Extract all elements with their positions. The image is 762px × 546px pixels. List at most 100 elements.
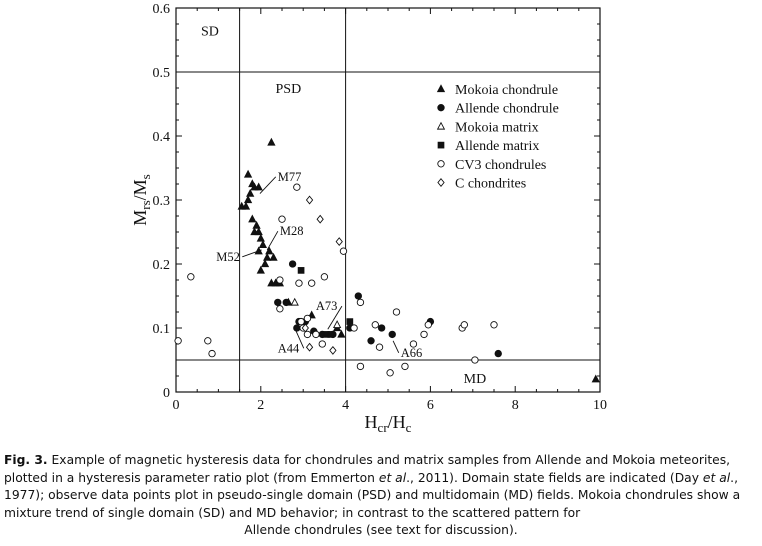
point-cv3-chondrules <box>204 337 212 345</box>
caption-etal-2: et al <box>702 470 731 485</box>
point-cv3-chondrules <box>276 305 284 313</box>
y-tick-label: 0.1 <box>153 322 171 337</box>
point-mokoia-chondrule <box>267 137 276 146</box>
point-mokoia-chondrule <box>248 214 257 223</box>
point-c-chondrites <box>329 345 337 355</box>
region-label-psd: PSD <box>276 82 302 97</box>
caption-etal-1: et al <box>378 470 407 485</box>
point-mokoia-chondrule <box>260 259 270 268</box>
point-cv3-chondrules <box>312 330 320 339</box>
axis-labels: Hcr/Hc Mrs/Ms <box>130 174 412 435</box>
point-mokoia-matrix <box>332 320 342 328</box>
point-mokoia-chondrule <box>254 246 263 255</box>
caption-label: Fig. 3. <box>4 453 48 467</box>
point-cv3-chondrules <box>460 321 468 329</box>
point-mokoia-chondrule <box>256 265 265 274</box>
point-cv3-chondrules <box>420 330 428 339</box>
annotation-leader-m77 <box>259 176 277 194</box>
point-mokoia-chondrule <box>337 329 346 338</box>
point-c-chondrites <box>305 195 314 205</box>
point-cv3-chondrules <box>386 369 394 377</box>
point-cv3-chondrules <box>307 279 316 287</box>
point-mokoia-chondrule <box>248 179 257 188</box>
point-cv3-chondrules <box>339 247 348 255</box>
point-cv3-chondrules <box>303 314 312 323</box>
legend-marker-cv3-chondrules <box>437 160 445 168</box>
legend-marker-allende-chondrule <box>437 104 445 112</box>
annotation-leader-a73 <box>327 305 343 330</box>
point-allende-matrix <box>297 267 305 274</box>
point-cv3-chondrules <box>295 279 303 287</box>
x-tick-label: 4 <box>342 398 349 413</box>
x-tick-label: 6 <box>427 398 434 413</box>
axis-ticks <box>175 7 601 393</box>
y-tick-label: 0.2 <box>153 258 171 273</box>
legend-marker-allende-matrix <box>437 141 445 149</box>
annotation-label-a66: A66 <box>401 346 423 360</box>
point-cv3-chondrules <box>401 362 409 371</box>
point-mokoia-chondrule <box>254 182 263 191</box>
point-cv3-chondrules <box>187 273 195 281</box>
y-tick-label: 0 <box>163 386 170 401</box>
y-tick-label: 0.4 <box>153 130 171 145</box>
x-tick-label: 8 <box>512 398 519 413</box>
annotation-leader-a66 <box>392 340 400 353</box>
point-allende-chondrule <box>494 349 502 358</box>
point-cv3-chondrules <box>174 337 182 345</box>
x-tick-label: 2 <box>257 398 264 413</box>
y-axis-label: Mrs/Ms <box>130 174 153 226</box>
point-cv3-chondrules <box>471 356 479 364</box>
point-allende-chondrule <box>354 292 362 300</box>
legend-marker-c-chondrites <box>437 178 445 187</box>
point-cv3-chondrules <box>297 317 305 326</box>
legend: Mokoia chondrule Allende chondrule Mokoia … <box>436 83 559 192</box>
point-allende-chondrule <box>293 324 301 332</box>
point-c-chondrites <box>301 323 309 333</box>
legend-label-allende-chondrule: Allende chondrule <box>455 102 559 117</box>
point-c-chondrites <box>335 237 343 247</box>
x-axis-label: Hcr/Hc <box>365 412 412 435</box>
point-c-chondrites <box>305 342 314 352</box>
point-allende-matrix <box>346 318 354 325</box>
annotation-label-a73: A73 <box>316 299 338 313</box>
point-allende-chondrule <box>388 330 396 339</box>
point-cv3-chondrules <box>392 308 401 316</box>
y-tick-label: 0.5 <box>153 66 171 81</box>
point-mokoia-chondrule <box>258 240 268 248</box>
y-tick-label: 0.3 <box>153 194 171 209</box>
point-c-chondrites <box>316 214 324 224</box>
domain-lines <box>176 8 600 392</box>
point-mokoia-chondrule <box>256 233 265 242</box>
point-cv3-chondrules <box>371 321 379 329</box>
point-cv3-chondrules <box>350 324 358 332</box>
annotation-label-m52: M52 <box>216 250 240 264</box>
point-mokoia-chondrule <box>243 169 253 178</box>
point-mokoia-chondrule <box>269 252 278 261</box>
legend-marker-mokoia-chondrule <box>436 84 446 93</box>
point-mokoia-chondrule <box>237 201 246 210</box>
point-mokoia-chondrule <box>591 374 600 383</box>
point-cv3-chondrules <box>278 215 286 223</box>
caption-text-4: Allende chondrules (see text for discuss… <box>244 523 518 537</box>
caption-text-2: ., 2011). Domain state fields are indica… <box>406 470 703 485</box>
annotation-label-a44: A44 <box>278 341 300 355</box>
region-labels: SD PSD MD <box>201 24 486 387</box>
legend-label-c-chondrites: C chondrites <box>455 177 526 192</box>
tick-labels: 0 2 4 6 8 10 0 0.1 0.2 0.3 0.4 0.5 0.6 <box>153 2 608 413</box>
y-tick-label: 0.6 <box>153 2 171 17</box>
point-allende-chondrule <box>377 324 386 332</box>
point-mokoia-chondrule <box>263 252 272 261</box>
point-mokoia-chondrule <box>246 188 255 197</box>
point-cv3-chondrules <box>424 321 432 329</box>
point-allende-chondrule <box>288 260 297 268</box>
region-label-sd: SD <box>201 24 219 39</box>
annotation-label-m28: M28 <box>280 224 304 238</box>
x-tick-label: 0 <box>173 398 180 413</box>
point-cv3-chondrules <box>490 321 498 329</box>
caption-text-3: ., 1977); observe data points plot in ps… <box>4 470 741 520</box>
point-allende-matrix <box>327 331 335 338</box>
point-mokoia-chondrule <box>254 227 263 236</box>
region-label-md: MD <box>464 372 487 387</box>
point-allende-chondrule <box>274 298 282 307</box>
